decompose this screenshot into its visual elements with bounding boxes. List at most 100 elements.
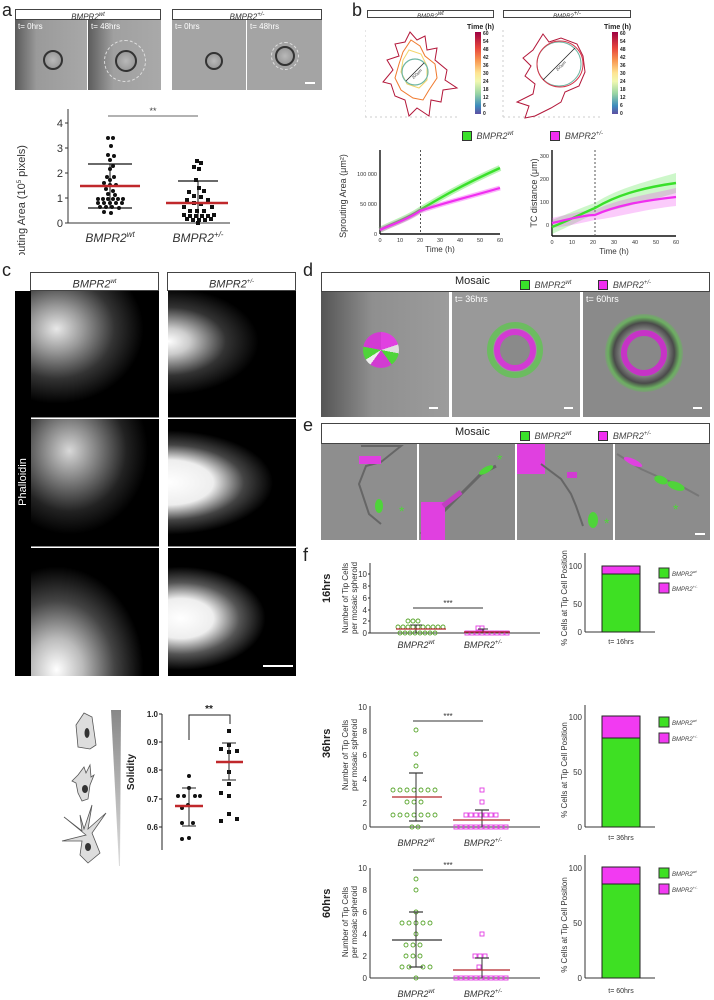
svg-text:0: 0 [57,218,63,230]
micrograph-het-0h: t= 0hrs [172,20,246,90]
svg-text:BMPR2wt: BMPR2wt [85,230,135,245]
panel-d-label: d [303,260,314,280]
micrograph-wt-0h: t= 0hrs [15,20,87,90]
chart-f-60hrs-bar: % Cells at Tip Cell Position 0 50 100 t= 6… [560,855,698,995]
svg-text:Time (h): Time (h) [599,247,629,256]
svg-text:30: 30 [620,71,626,77]
svg-text:t= 60hrs: t= 60hrs [608,988,634,995]
svg-text:48: 48 [620,47,626,53]
svg-text:2: 2 [363,617,368,626]
chart-f-36hrs-scatter: Number of Tip Cells per mosaic spheroid … [341,703,540,848]
svg-text:BMPR2wt: BMPR2wt [397,989,434,999]
mosaic-spheroid-0h [321,292,451,417]
svg-text:BMPR2+/-: BMPR2+/- [464,989,502,999]
svg-text:50 000: 50 000 [360,202,377,208]
mosaic-spheroid [494,329,536,371]
svg-text:Sprouting Area (105 pixels): Sprouting Area (105 pixels) [16,145,28,255]
micrograph-het-48h: t= 48hrs [247,20,322,90]
svg-text:BMPR2wt: BMPR2wt [397,640,434,650]
svg-text:100: 100 [569,562,583,571]
svg-text:24: 24 [483,79,489,85]
fluorescence-het-3 [168,548,296,676]
svg-text:18: 18 [483,87,489,93]
tip-cell-images: * * * * [321,444,710,540]
svg-text:Time (h): Time (h) [604,24,631,31]
svg-text:***: *** [443,599,452,608]
svg-text:36: 36 [483,63,489,69]
svg-text:2: 2 [57,168,63,180]
panel-d-legend: BMPR2wt BMPR2+/- [520,276,651,294]
svg-text:**: ** [205,704,213,715]
svg-text:54: 54 [483,39,489,45]
svg-text:0: 0 [483,111,486,117]
sprout-ring [487,322,543,378]
mosaic-spheroid [363,332,399,368]
svg-text:**: ** [149,106,157,116]
svg-text:4: 4 [363,775,368,784]
chart-f-16hrs-scatter: Number of Tip Cells per mosaic spheroid … [341,562,540,650]
svg-text:0.7: 0.7 [147,795,159,804]
svg-text:1.0: 1.0 [147,710,159,719]
svg-text:2: 2 [363,952,368,961]
svg-text:Time (h): Time (h) [467,24,494,31]
svg-text:8: 8 [363,886,368,895]
chart-b-timecourses: Sprouting Area (μm²) 100 000 50 000 0 0 10 2… [338,150,679,256]
scale-bar [305,82,315,84]
spheroid [115,50,137,72]
svg-text:30: 30 [437,238,443,244]
svg-text:6: 6 [483,103,486,109]
svg-text:10: 10 [358,703,367,712]
sprout-halo [271,42,299,70]
svg-text:0: 0 [363,629,368,638]
svg-text:***: *** [443,712,452,721]
micrograph-wt-48h: t= 48hrs [88,20,161,90]
svg-text:10: 10 [358,570,367,579]
svg-text:50: 50 [573,600,582,609]
svg-text:60: 60 [483,31,489,37]
svg-text:0.6: 0.6 [147,823,159,832]
panel-f-label: f [303,545,309,565]
scale-bar [693,407,702,409]
chart-c-solidity: Solidity 1.00.90.80.70.60.5 ** BMPR2wt B… [126,704,243,850]
svg-text:BMPR2wt: BMPR2wt [672,718,698,727]
svg-text:per mosaic spheroid: per mosaic spheroid [350,886,359,958]
fluorescence-het-1 [168,291,296,418]
svg-text:% Cells at Tip Cell Position: % Cells at Tip Cell Position [560,877,569,973]
svg-text:10: 10 [358,864,367,873]
svg-text:t= 16hrs: t= 16hrs [608,639,634,646]
panel-e-label: e [303,415,314,435]
svg-text:8: 8 [363,727,368,736]
fluorescence-het-2 [168,419,296,547]
fluorescence-wt-1 [31,291,159,418]
svg-text:0.8: 0.8 [147,766,159,775]
stain-label-bar: Phalloidin [15,291,31,676]
svg-text:*: * [604,515,610,531]
svg-text:BMPR2wt: BMPR2wt [672,869,698,878]
svg-text:2: 2 [363,799,368,808]
svg-text:6: 6 [363,594,368,603]
fluorescence-wt-3 [31,548,159,676]
mosaic-spheroid-36h: t= 36hrs [452,292,582,417]
svg-text:60: 60 [620,31,626,37]
panel-b-label: b [352,0,363,20]
svg-text:40: 40 [457,238,463,244]
svg-text:t= 36hrs: t= 36hrs [608,835,634,842]
panel-b-wt-header: BMPR2wt [367,10,494,20]
chart-f-36hrs-bar: % Cells at Tip Cell Position 0 50 100 t= 3… [560,705,698,842]
svg-text:48: 48 [483,47,489,53]
svg-text:BMPR2wt: BMPR2wt [672,569,698,578]
row-label-16hrs: 16hrs [321,573,333,603]
svg-text:200μm: 200μm [555,59,568,72]
panel-c-wt-header: BMPR2wt [30,272,159,291]
svg-text:0: 0 [578,628,583,637]
mosaic-spheroid [621,330,667,376]
svg-text:*: * [497,451,503,467]
scale-bar [429,407,438,409]
svg-text:0: 0 [578,823,583,832]
svg-text:BMPR2+/-: BMPR2+/- [173,230,224,245]
row-label-60hrs: 60hrs [321,888,333,918]
panel-b-legend: BMPR2wt BMPR2+/- [462,127,603,145]
svg-text:0: 0 [363,974,368,983]
legend-swatch-het [550,130,561,141]
svg-text:0.9: 0.9 [147,738,159,747]
